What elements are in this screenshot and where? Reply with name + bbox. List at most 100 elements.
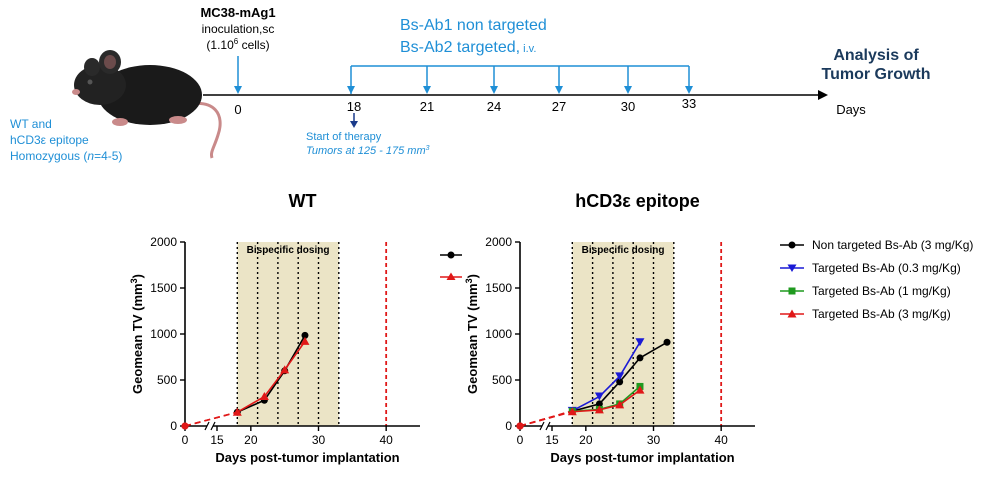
mouse-label-2: hCD3ε epitope xyxy=(10,133,89,147)
x-tick-label: 15 xyxy=(210,433,224,447)
timeline-unit: Days xyxy=(836,102,866,117)
legend-label: Non targeted Bs-Ab (3 mg/Kg) xyxy=(812,238,974,252)
timeline-arrowhead xyxy=(818,90,828,100)
chart-1: hCD3ε epitope Bispecific dosing 0 500 1000 15… xyxy=(465,191,755,465)
data-point xyxy=(663,338,671,346)
series-line xyxy=(572,403,600,413)
inoculation-route: inoculation,sc xyxy=(202,22,275,36)
charts-area: WT Bispecific dosing 0 500 1000 1500 2000 0 15 20… xyxy=(0,185,1000,480)
chart-title: WT xyxy=(289,191,317,211)
axis-break xyxy=(539,421,545,431)
y-tick-label: 2000 xyxy=(485,235,512,249)
data-point xyxy=(616,378,624,386)
series-line xyxy=(619,357,641,383)
wt-legend-marker-red xyxy=(446,272,456,280)
x-tick-label: 40 xyxy=(379,433,393,447)
y-axis-label: Geomean TV (mm3) xyxy=(130,274,145,394)
data-point xyxy=(181,422,189,430)
mouse-icon xyxy=(72,50,222,159)
series-3 xyxy=(516,385,645,430)
x-tick-label: 40 xyxy=(714,433,728,447)
series-line xyxy=(598,381,621,405)
series-line xyxy=(184,411,238,427)
timeline-tick: 24 xyxy=(487,99,501,114)
x-axis-label: Days post-tumor implantation xyxy=(550,450,734,465)
data-point xyxy=(594,392,604,401)
series-line xyxy=(519,410,573,427)
study-schematic: 0 18 21 24 27 30 33 Days MC38-mAg1 inocu… xyxy=(0,0,1000,185)
dosing-shade xyxy=(572,242,674,426)
data-point xyxy=(567,407,577,416)
series-line xyxy=(263,370,286,401)
series-1 xyxy=(181,336,310,430)
axis-break xyxy=(204,421,210,431)
series-line xyxy=(599,404,620,411)
x-tick-label: 20 xyxy=(244,433,258,447)
series-line xyxy=(519,410,573,427)
y-tick-label: 500 xyxy=(157,373,177,387)
dosing-bracket xyxy=(347,65,693,94)
y-tick-label: 2000 xyxy=(150,235,177,249)
y-tick-label: 1000 xyxy=(150,327,177,341)
dosing-shade-label: Bispecific dosing xyxy=(582,245,665,256)
timeline-tick: 0 xyxy=(234,102,241,117)
dosing-shade xyxy=(237,242,339,426)
series-line xyxy=(236,395,265,413)
x-tick-label: 0 xyxy=(182,433,189,447)
data-point xyxy=(636,354,644,362)
y-tick-label: 1500 xyxy=(150,281,177,295)
timeline-tick: 33 xyxy=(682,96,696,111)
data-point xyxy=(595,400,603,408)
mouse-label-3: Homozygous (n=4-5) xyxy=(10,149,122,163)
series-line xyxy=(284,340,306,371)
inoculation-title: MC38-mAg1 xyxy=(200,5,275,20)
legend-label: Targeted Bs-Ab (0.3 mg/Kg) xyxy=(812,261,961,275)
axis-break xyxy=(210,421,216,431)
analysis-title-2: Tumor Growth xyxy=(821,66,930,83)
data-point xyxy=(232,407,242,416)
y-tick-label: 1500 xyxy=(485,281,512,295)
timeline-tick: 30 xyxy=(621,99,635,114)
y-tick-label: 0 xyxy=(505,419,512,433)
series-line xyxy=(571,395,600,412)
y-tick-label: 0 xyxy=(170,419,177,433)
analysis-title-1: Analysis of xyxy=(833,47,919,64)
timeline-tick: 18 xyxy=(347,99,361,114)
series-line xyxy=(618,341,641,377)
x-tick-label: 15 xyxy=(545,433,559,447)
series-line xyxy=(519,410,573,427)
timeline-tick: 27 xyxy=(552,99,566,114)
axis-break xyxy=(545,421,551,431)
data-point xyxy=(615,400,625,409)
series-line xyxy=(519,410,573,427)
data-point xyxy=(301,331,309,339)
hcd3-chart: hCD3ε epitope Bispecific dosing 0 500 1000 15… xyxy=(465,191,755,465)
x-tick-label: 0 xyxy=(517,433,524,447)
y-tick-label: 1000 xyxy=(485,327,512,341)
timeline-tick: 21 xyxy=(420,99,434,114)
data-point xyxy=(594,405,604,414)
wt-chart: WT Bispecific dosing 0 500 1000 1500 2000 0 15 20… xyxy=(130,191,420,465)
dosing-label-1: Bs-Ab1 non targeted xyxy=(400,17,547,34)
dosing-label-2: Bs-Ab2 targeted, i.v. xyxy=(400,39,536,56)
y-tick-label: 500 xyxy=(492,373,512,387)
series-line xyxy=(263,369,286,398)
therapy-tumor-size: Tumors at 125 - 175 mm3 xyxy=(306,145,430,157)
legend-label: Targeted Bs-Ab (3 mg/Kg) xyxy=(812,307,951,321)
x-axis-label: Days post-tumor implantation xyxy=(215,450,399,465)
mouse-label-1: WT and xyxy=(10,117,52,131)
wt-legend xyxy=(440,251,462,280)
therapy-start-label: Start of therapy xyxy=(306,131,382,143)
chart-title: hCD3ε epitope xyxy=(575,191,700,211)
data-point xyxy=(259,392,269,401)
chart-0: WT Bispecific dosing 0 500 1000 1500 2000 0 15 20… xyxy=(130,191,420,465)
wt-legend-marker-black xyxy=(447,251,455,259)
legend-label: Targeted Bs-Ab (1 mg/Kg) xyxy=(812,284,951,298)
data-point xyxy=(635,385,645,394)
y-axis-label: Geomean TV (mm3) xyxy=(465,274,480,394)
timeline-graphic: 0 18 21 24 27 30 33 Days MC38-mAg1 inocu… xyxy=(10,5,931,163)
data-point xyxy=(615,372,625,381)
x-tick-label: 30 xyxy=(312,433,326,447)
data-point xyxy=(635,338,645,347)
series-line xyxy=(639,341,668,359)
